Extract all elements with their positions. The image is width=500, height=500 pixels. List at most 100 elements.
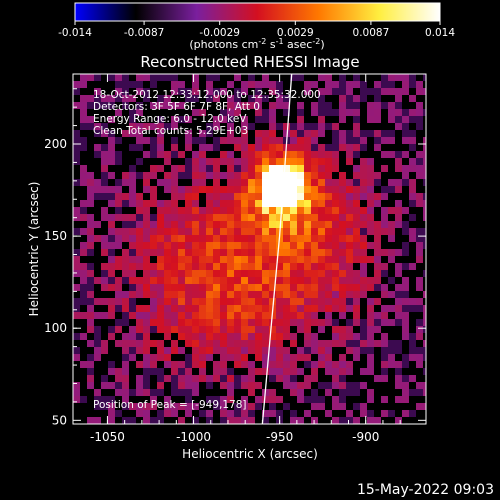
heatmap-cell [374,305,381,312]
heatmap-cell [304,417,311,424]
heatmap-cell [220,417,227,424]
heatmap-cell [122,151,129,158]
heatmap-cell [164,186,171,193]
heatmap-cell [318,410,325,417]
heatmap-cell [241,277,248,284]
heatmap-cell [136,88,143,95]
heatmap-cell [283,109,290,116]
heatmap-cell [199,375,206,382]
heatmap-cell [227,277,234,284]
heatmap-cell [136,389,143,396]
heatmap-cell [402,165,409,172]
heatmap-cell [178,151,185,158]
heatmap-cell [346,95,353,102]
heatmap-cell [241,319,248,326]
heatmap-cell [346,207,353,214]
heatmap-cell [136,326,143,333]
heatmap-cell [269,137,276,144]
heatmap-cell [108,165,115,172]
heatmap-cell [318,284,325,291]
heatmap-cell [318,165,325,172]
heatmap-cell [206,312,213,319]
heatmap-cell [178,123,185,130]
heatmap-cell [346,109,353,116]
heatmap-cell [178,298,185,305]
heatmap-cell [241,172,248,179]
heatmap-cell [234,144,241,151]
heatmap-cell [416,270,423,277]
heatmap-cell [73,291,80,298]
heatmap-cell [213,270,220,277]
heatmap-cell [290,326,297,333]
heatmap-cell [388,375,395,382]
heatmap-cell [283,410,290,417]
heatmap-cell [199,319,206,326]
heatmap-cell [262,347,269,354]
heatmap-cell [192,193,199,200]
heatmap-cell [381,102,388,109]
heatmap-cell [269,228,276,235]
heatmap-cell [94,95,101,102]
heatmap-cell [150,186,157,193]
heatmap-cell [269,207,276,214]
heatmap-cell [73,186,80,193]
heatmap-cell [171,333,178,340]
heatmap-cell [164,340,171,347]
heatmap-cell [255,382,262,389]
heatmap-cell [108,298,115,305]
heatmap-cell [136,235,143,242]
heatmap-cell [297,88,304,95]
heatmap-cell [297,165,304,172]
heatmap-cell [241,130,248,137]
heatmap-cell [178,249,185,256]
heatmap-cell [297,102,304,109]
heatmap-cell [353,256,360,263]
heatmap-cell [269,354,276,361]
heatmap-cell [248,249,255,256]
heatmap-cell [388,382,395,389]
heatmap-cell [164,123,171,130]
heatmap-cell [241,298,248,305]
heatmap-cell [115,382,122,389]
heatmap-cell [115,102,122,109]
heatmap-cell [129,165,136,172]
heatmap-cell [185,242,192,249]
heatmap-cell [367,277,374,284]
heatmap-cell [185,130,192,137]
heatmap-cell [339,410,346,417]
heatmap-cell [423,298,426,305]
heatmap-cell [157,410,164,417]
heatmap-cell [150,270,157,277]
heatmap-cell [381,116,388,123]
heatmap-cell [276,298,283,305]
heatmap-cell [213,151,220,158]
heatmap-cell [87,396,94,403]
heatmap-cell [346,263,353,270]
heatmap-cell [143,333,150,340]
heatmap-cell [171,74,178,81]
heatmap-cell [374,319,381,326]
heatmap-cell [304,221,311,228]
heatmap-cell [283,214,290,221]
heatmap-cell [304,263,311,270]
heatmap-cell [395,417,402,424]
heatmap-cell [241,354,248,361]
heatmap-cell [94,382,101,389]
heatmap-cell [311,130,318,137]
heatmap-cell [276,263,283,270]
heatmap-cell [129,242,136,249]
heatmap-cell [192,179,199,186]
heatmap-cell [178,389,185,396]
heatmap-cell [388,249,395,256]
heatmap-cell [73,109,80,116]
heatmap-cell [402,221,409,228]
heatmap-cell [353,74,360,81]
heatmap-cell [94,326,101,333]
heatmap-cell [206,284,213,291]
heatmap-cell [143,410,150,417]
heatmap-cell [409,410,416,417]
heatmap-cell [381,242,388,249]
heatmap-cell [87,333,94,340]
heatmap-cell [367,368,374,375]
heatmap-cell [269,81,276,88]
